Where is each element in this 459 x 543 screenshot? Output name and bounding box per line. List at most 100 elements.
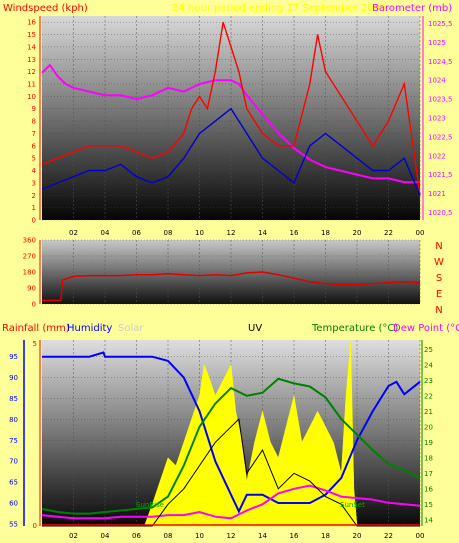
y-tick-label: 270 — [23, 253, 36, 261]
series-windspeed — [41, 21, 421, 196]
y-tick-label: 95 — [9, 353, 18, 361]
y-tick-label: 0 — [32, 217, 36, 225]
y2-tick-label: 24 — [424, 361, 433, 369]
series-humidity — [42, 351, 421, 514]
y2-tick-label: 19 — [424, 439, 433, 447]
x-tick-label: 18 — [321, 532, 330, 540]
period-header: 24 hour period ending 17 September 2009 — [172, 3, 386, 14]
solar-area — [144, 341, 358, 527]
y-tick-label: 8 — [32, 118, 36, 126]
y-tick-label: 2 — [32, 192, 36, 200]
x-tick-label: 04 — [101, 532, 110, 540]
compass-label: E — [436, 289, 442, 300]
x-tick-label: 10 — [195, 229, 204, 237]
y2-tick-label: 1024 — [428, 77, 446, 85]
y-tick-label: 90 — [9, 374, 18, 382]
x-tick-label: 16 — [290, 532, 299, 540]
compass-label: W — [434, 257, 444, 268]
wind-series — [41, 21, 421, 196]
y-tick-label: 16 — [27, 19, 36, 27]
series-uv — [42, 418, 420, 527]
y2-tick-label: 1025 — [428, 39, 446, 47]
compass-label: N — [435, 241, 442, 252]
y-tick-label: 70 — [9, 458, 18, 466]
x-tick-label: 14 — [258, 229, 267, 237]
y-tick-label: 10 — [27, 93, 36, 101]
x-tick-label: 08 — [164, 532, 173, 540]
series-wind-direction — [42, 271, 421, 302]
y2-tick-label: 1025,5 — [428, 20, 453, 28]
compass-label: S — [436, 273, 442, 284]
x-tick-label: 04 — [101, 229, 110, 237]
series-barometer — [41, 63, 420, 184]
barometer-header: Barometer (mb) — [372, 3, 452, 14]
x-tick-label: 10 — [195, 532, 204, 540]
series-temperature — [41, 377, 421, 515]
rain-tick-label: 5 — [33, 340, 37, 348]
x-tick-label: 02 — [69, 229, 78, 237]
y-tick-label: 5 — [32, 155, 36, 163]
y-tick-label: 60 — [9, 500, 18, 508]
x-tick-label: 12 — [227, 532, 236, 540]
humidity-header: Humidity — [67, 323, 112, 334]
y2-tick-label: 25 — [424, 346, 433, 354]
y2-tick-label: 20 — [424, 423, 433, 431]
windspeed-header: Windspeed (kph) — [3, 3, 88, 14]
y-tick-label: 14 — [27, 43, 36, 51]
y2-tick-label: 16 — [424, 485, 433, 493]
uv-header: UV — [248, 323, 262, 334]
rain-tick-label: 0 — [33, 522, 37, 530]
y2-tick-label: 14 — [424, 516, 433, 524]
y-tick-label: 1 — [32, 204, 36, 212]
x-tick-label: 06 — [132, 532, 141, 540]
x-tick-label: 00 — [416, 229, 425, 237]
y2-tick-label: 1021 — [428, 190, 446, 198]
x-tick-label: 02 — [69, 532, 78, 540]
y2-tick-label: 1023 — [428, 115, 446, 123]
rainfall-header: Rainfall (mm) — [2, 323, 70, 334]
x-tick-label: 22 — [384, 532, 393, 540]
y-tick-label: 6 — [32, 142, 37, 150]
x-tick-label: 16 — [290, 229, 299, 237]
y-tick-label: 15 — [27, 31, 36, 39]
y2-tick-label: 1020,5 — [428, 209, 453, 217]
y-tick-label: 90 — [27, 285, 36, 293]
y-tick-label: 4 — [32, 167, 37, 175]
weather-series — [41, 351, 421, 527]
series-average — [41, 107, 421, 196]
direction-series — [42, 271, 421, 302]
y-tick-label: 85 — [9, 395, 18, 403]
temperature-header: Temperature (°C) — [311, 323, 398, 334]
y2-tick-label: 17 — [424, 470, 433, 478]
x-tick-label: 20 — [353, 532, 362, 540]
y-tick-label: 55 — [9, 520, 18, 528]
x-tick-label: 22 — [384, 229, 393, 237]
y-tick-label: 12 — [27, 68, 36, 76]
y-tick-label: 11 — [27, 81, 36, 89]
x-tick-label: 12 — [227, 229, 236, 237]
y2-tick-label: 1022 — [428, 152, 446, 160]
y2-tick-label: 1023,5 — [428, 96, 453, 104]
y-tick-label: 3 — [32, 179, 36, 187]
sunset-label: SunSet — [340, 501, 365, 509]
y2-tick-label: 21 — [424, 408, 433, 416]
y-tick-label: 9 — [32, 105, 36, 113]
y-tick-label: 180 — [23, 269, 36, 277]
y2-tick-label: 1021,5 — [428, 171, 453, 179]
y2-tick-label: 22 — [424, 392, 433, 400]
x-tick-label: 20 — [353, 229, 362, 237]
x-tick-label: 00 — [416, 532, 425, 540]
x-tick-label: 08 — [164, 229, 173, 237]
series-dew-point — [41, 484, 421, 520]
dewpoint-header: Dew Point (°C — [393, 323, 459, 334]
y-tick-label: 65 — [9, 479, 18, 487]
y-tick-label: 7 — [32, 130, 36, 138]
compass-label: N — [435, 305, 442, 316]
y2-tick-label: 18 — [424, 454, 433, 462]
y-tick-label: 80 — [9, 416, 18, 424]
x-tick-label: 06 — [132, 229, 141, 237]
y-tick-label: 75 — [9, 437, 18, 445]
solar-header: Solar — [118, 323, 144, 334]
